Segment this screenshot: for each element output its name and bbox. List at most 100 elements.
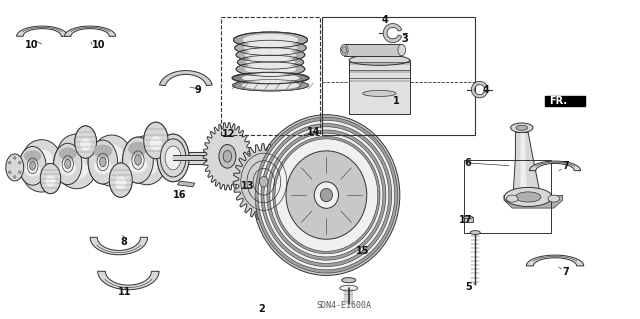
Polygon shape (65, 26, 116, 36)
Ellipse shape (93, 145, 113, 158)
Ellipse shape (22, 152, 61, 192)
Ellipse shape (286, 151, 367, 239)
Ellipse shape (255, 117, 397, 273)
Ellipse shape (270, 133, 383, 257)
Ellipse shape (164, 154, 182, 171)
Ellipse shape (398, 44, 406, 56)
Text: 6: 6 (465, 158, 471, 168)
Ellipse shape (340, 285, 358, 291)
Ellipse shape (40, 163, 61, 194)
Text: 9: 9 (194, 85, 201, 95)
Ellipse shape (136, 145, 157, 163)
FancyBboxPatch shape (545, 96, 585, 106)
Ellipse shape (219, 145, 236, 168)
Polygon shape (472, 81, 488, 98)
Ellipse shape (59, 147, 77, 160)
Text: 15: 15 (356, 246, 369, 256)
Polygon shape (520, 132, 527, 204)
Ellipse shape (548, 195, 559, 202)
Ellipse shape (115, 173, 127, 187)
Ellipse shape (94, 159, 112, 174)
Ellipse shape (157, 134, 189, 182)
Ellipse shape (261, 123, 392, 267)
Ellipse shape (321, 189, 332, 202)
Ellipse shape (506, 195, 518, 202)
Bar (465, 160, 550, 233)
Ellipse shape (24, 163, 41, 176)
Ellipse shape (115, 176, 127, 189)
Ellipse shape (60, 161, 76, 175)
Ellipse shape (19, 171, 21, 174)
Ellipse shape (19, 146, 46, 185)
Ellipse shape (161, 139, 186, 177)
Polygon shape (383, 24, 402, 43)
Ellipse shape (80, 136, 91, 149)
Polygon shape (526, 255, 584, 266)
Bar (344, 44, 402, 56)
Ellipse shape (136, 157, 157, 176)
Ellipse shape (93, 135, 131, 173)
Ellipse shape (134, 154, 142, 166)
Polygon shape (98, 271, 159, 290)
Ellipse shape (223, 151, 232, 162)
Ellipse shape (40, 163, 61, 194)
Polygon shape (529, 161, 580, 171)
Ellipse shape (150, 137, 162, 150)
Ellipse shape (211, 155, 218, 160)
Text: 1: 1 (393, 96, 400, 106)
Ellipse shape (93, 145, 113, 158)
Text: FR.: FR. (549, 96, 567, 106)
Text: SDN4-E1600A: SDN4-E1600A (316, 301, 371, 310)
Text: 14: 14 (307, 127, 321, 137)
Ellipse shape (165, 146, 181, 170)
Ellipse shape (30, 150, 53, 169)
Ellipse shape (99, 157, 106, 167)
Ellipse shape (314, 182, 339, 208)
Ellipse shape (144, 122, 168, 159)
Ellipse shape (30, 162, 53, 182)
Ellipse shape (65, 144, 88, 163)
Ellipse shape (45, 175, 56, 187)
Ellipse shape (264, 127, 389, 263)
Ellipse shape (340, 44, 348, 56)
Ellipse shape (129, 157, 147, 173)
Ellipse shape (516, 125, 527, 130)
Bar (221, 17, 320, 135)
Text: 4: 4 (483, 85, 490, 95)
Ellipse shape (235, 40, 307, 56)
Text: 3: 3 (402, 34, 408, 44)
Text: 8: 8 (121, 237, 127, 247)
Ellipse shape (65, 160, 71, 168)
Ellipse shape (129, 136, 165, 172)
Text: 7: 7 (563, 267, 570, 277)
Ellipse shape (29, 162, 36, 170)
Ellipse shape (169, 152, 177, 164)
Polygon shape (513, 132, 539, 204)
Polygon shape (203, 122, 252, 190)
Ellipse shape (275, 139, 378, 251)
Ellipse shape (244, 64, 296, 75)
Ellipse shape (236, 62, 305, 77)
Text: 13: 13 (241, 182, 254, 191)
Ellipse shape (88, 140, 118, 184)
Text: 7: 7 (563, 161, 570, 171)
Ellipse shape (157, 134, 189, 182)
Ellipse shape (8, 171, 11, 174)
Ellipse shape (19, 161, 21, 164)
Ellipse shape (128, 142, 148, 156)
Ellipse shape (128, 142, 148, 156)
Ellipse shape (129, 157, 147, 173)
Ellipse shape (259, 176, 268, 187)
Ellipse shape (100, 158, 123, 177)
Ellipse shape (515, 192, 541, 202)
Ellipse shape (511, 123, 533, 132)
Ellipse shape (24, 163, 41, 176)
Ellipse shape (342, 47, 347, 54)
Polygon shape (17, 26, 68, 36)
Ellipse shape (75, 126, 97, 158)
Ellipse shape (258, 120, 395, 270)
Ellipse shape (232, 72, 309, 84)
Ellipse shape (273, 137, 380, 254)
Text: 5: 5 (466, 282, 472, 292)
Ellipse shape (54, 143, 82, 185)
